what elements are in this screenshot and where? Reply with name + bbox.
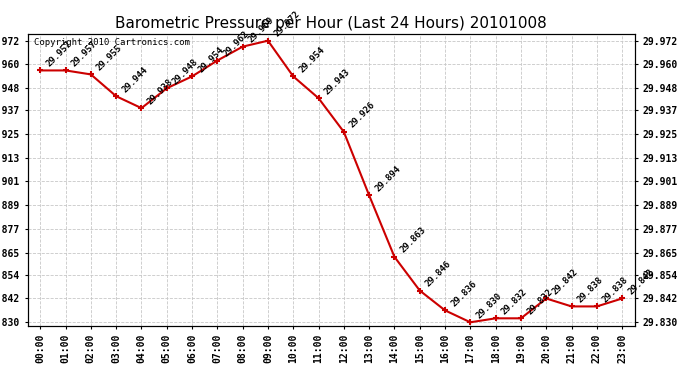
Text: 29.969: 29.969: [247, 15, 276, 45]
Text: Copyright 2010 Cartronics.com: Copyright 2010 Cartronics.com: [34, 38, 190, 47]
Text: 29.954: 29.954: [297, 45, 326, 74]
Text: 29.836: 29.836: [449, 279, 478, 308]
Text: 29.846: 29.846: [424, 259, 453, 288]
Text: 29.972: 29.972: [272, 9, 302, 39]
Text: 29.926: 29.926: [348, 100, 377, 130]
Text: 29.954: 29.954: [196, 45, 226, 74]
Text: 29.863: 29.863: [399, 225, 428, 255]
Title: Barometric Pressure per Hour (Last 24 Hours) 20101008: Barometric Pressure per Hour (Last 24 Ho…: [115, 16, 547, 31]
Text: 29.943: 29.943: [323, 67, 352, 96]
Text: 29.957: 29.957: [44, 39, 74, 68]
Text: 29.832: 29.832: [500, 287, 529, 316]
Text: 29.894: 29.894: [373, 164, 402, 193]
Text: 29.842: 29.842: [627, 267, 655, 296]
Text: 29.957: 29.957: [70, 39, 99, 68]
Text: 29.830: 29.830: [475, 291, 504, 320]
Text: 29.944: 29.944: [120, 65, 150, 94]
Text: 29.832: 29.832: [525, 287, 554, 316]
Text: 29.955: 29.955: [95, 43, 124, 72]
Text: 29.948: 29.948: [171, 57, 200, 86]
Text: 29.838: 29.838: [601, 275, 630, 304]
Text: 29.838: 29.838: [575, 275, 605, 304]
Text: 29.962: 29.962: [221, 29, 250, 58]
Text: 29.842: 29.842: [551, 267, 580, 296]
Text: 29.938: 29.938: [146, 77, 175, 106]
